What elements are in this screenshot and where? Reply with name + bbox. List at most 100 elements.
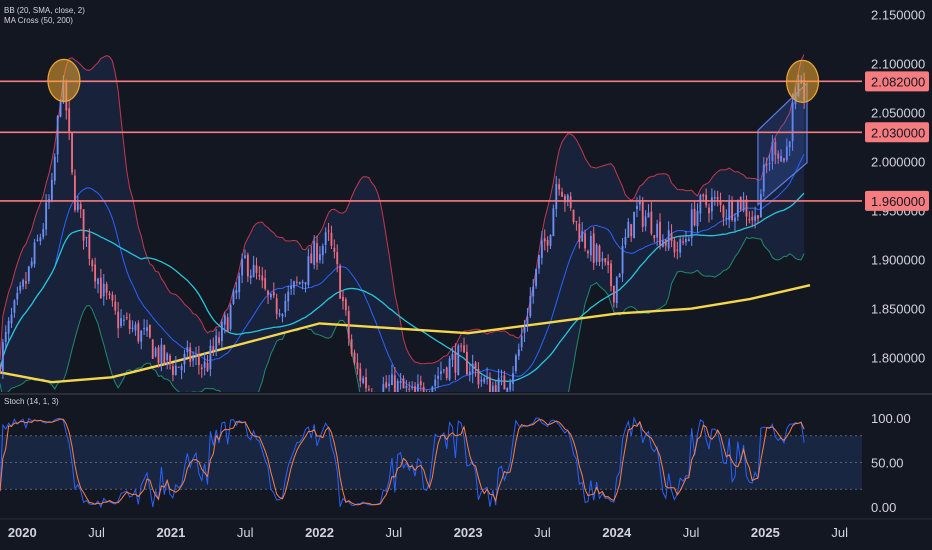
ma200-line [0,284,811,384]
candle-body [546,239,549,246]
candle-body [653,235,656,239]
time-tick-label: 2020 [8,525,37,540]
level-price-label: 2.082000 [871,74,925,89]
ma50-line [0,192,805,382]
candle-body [166,353,169,361]
stochastic-pane[interactable] [0,416,862,509]
candle-body [587,251,589,254]
candle-body [350,339,353,355]
candle-body [494,385,497,392]
candle-body [270,293,272,298]
candle-body [30,261,33,267]
candle-body [307,256,310,285]
candle-body [523,327,526,333]
candle-body [347,310,350,339]
ma-cross-indicator-label[interactable]: MA Cross (50, 200) [4,16,73,25]
candle-body [442,369,445,371]
stoch-indicator-label[interactable]: Stoch (14, 1, 3) [4,397,59,406]
candle-body [316,243,318,263]
candle-body [226,317,229,332]
candle-body [281,314,284,317]
candle-body [36,239,39,241]
candle-body [151,339,154,359]
candle-body [310,253,313,264]
candle-body [633,211,636,239]
candle-body [696,210,699,227]
time-tick-label: Jul [88,525,105,540]
highlight-circle [47,58,81,102]
candle-body [699,195,702,214]
candle-body [431,386,434,392]
candle-body [713,197,716,199]
candle-body [377,396,379,398]
candle-body [264,278,267,289]
candle-body [457,345,460,376]
candle-body [172,366,174,375]
candle-body [391,374,393,385]
price-axis[interactable]: 2.1500002.1000002.0500002.0000001.950000… [0,8,932,520]
candle-body [85,236,88,239]
candle-body [529,296,532,317]
candle-body [148,324,151,338]
candle-body [463,345,465,353]
level-price-badge [865,71,929,92]
candle-body [272,291,275,296]
candle-body [157,347,160,364]
price-tick-label: 2.150000 [871,8,925,23]
candle-body [664,239,667,246]
stoch-tick-label: 0.00 [871,500,896,515]
price-pane[interactable] [0,54,862,467]
candle-body [402,378,405,389]
candle-body [218,337,220,343]
candle-body [569,196,572,208]
candle-body [630,224,633,237]
candle-body [396,380,399,392]
candle-body [382,384,385,392]
candle-body [503,375,506,390]
time-tick-label: Jul [683,525,700,540]
candle-body [304,282,307,285]
candle-body [572,209,575,223]
candle-body [367,389,370,391]
candle-body [440,371,442,374]
candle-body [252,264,255,278]
price-tick-label: 2.050000 [871,106,925,121]
candle-body [514,355,517,372]
candle-body [728,201,731,221]
candle-body [448,358,451,380]
candle-body [451,354,454,360]
candle-body [500,376,503,378]
candle-body [321,245,324,256]
candle-body [295,281,298,283]
highlight-circle [785,59,820,103]
candle-body [754,215,757,222]
candle-body [419,381,422,386]
candle-body [610,263,612,287]
candle-body [131,327,134,329]
candle-body [56,116,59,155]
candle-body [74,175,76,211]
candle-body [209,345,212,370]
price-tick-label: 1.900000 [871,253,925,268]
candle-body [327,230,330,232]
candle-body [120,318,122,327]
time-tick-label: Jul [831,525,848,540]
candle-body [203,361,206,368]
candle-body [99,277,102,299]
candle-body [429,397,431,402]
candle-body [575,221,578,223]
bb-indicator-label[interactable]: BB (20, SMA, close, 2) [4,6,85,15]
candle-body [636,205,638,210]
candle-body [318,254,321,261]
candle-body [661,240,664,247]
candle-body [186,346,189,353]
candle-body [10,314,13,324]
candle-body [734,217,736,222]
time-axis[interactable]: 2020 Jul 2021 Jul 2022 Jul 2023 Jul 2024 Jul 2025 J… [8,525,848,540]
candle-body [71,132,73,173]
candle-body [563,195,566,203]
candle-body [751,216,754,221]
candle-body [50,179,53,200]
candle-body [13,300,16,313]
